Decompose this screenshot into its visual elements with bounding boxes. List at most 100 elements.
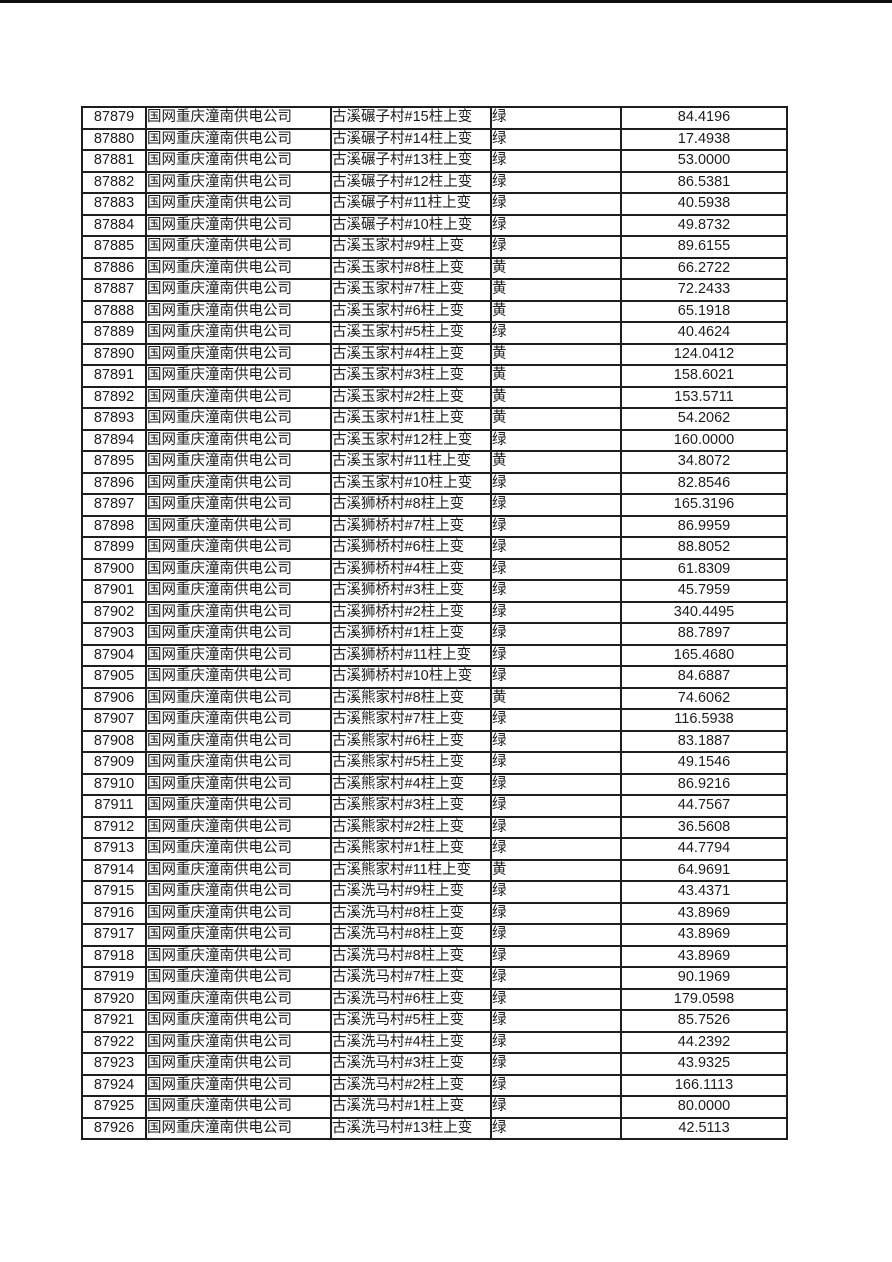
cell-company: 国网重庆潼南供电公司 — [145, 278, 332, 302]
data-table: 87879 国网重庆潼南供电公司 古溪碾子村#15柱上变 绿 84.4196 8… — [81, 106, 788, 1140]
cell-company: 国网重庆潼南供电公司 — [145, 858, 332, 882]
cell-record-id: 87915 — [81, 880, 147, 904]
cell-record-id: 87922 — [81, 1030, 147, 1054]
cell-status: 绿 — [490, 901, 622, 925]
table-row: 87899 国网重庆潼南供电公司 古溪狮桥村#6柱上变 绿 88.8052 — [81, 536, 788, 560]
cell-status: 黄 — [490, 385, 622, 409]
table-body: 87879 国网重庆潼南供电公司 古溪碾子村#15柱上变 绿 84.4196 8… — [81, 106, 788, 1140]
cell-device-name: 古溪玉家村#12柱上变 — [330, 428, 492, 452]
cell-value: 88.8052 — [620, 536, 788, 560]
cell-record-id: 87890 — [81, 342, 147, 366]
cell-record-id: 87880 — [81, 127, 147, 151]
cell-device-name: 古溪狮桥村#1柱上变 — [330, 622, 492, 646]
table-row: 87885 国网重庆潼南供电公司 古溪玉家村#9柱上变 绿 89.6155 — [81, 235, 788, 259]
cell-device-name: 古溪碾子村#14柱上变 — [330, 127, 492, 151]
cell-value: 43.8969 — [620, 944, 788, 968]
table-row: 87896 国网重庆潼南供电公司 古溪玉家村#10柱上变 绿 82.8546 — [81, 471, 788, 495]
cell-value: 49.8732 — [620, 213, 788, 237]
cell-record-id: 87884 — [81, 213, 147, 237]
cell-value: 158.6021 — [620, 364, 788, 388]
cell-device-name: 古溪玉家村#11柱上变 — [330, 450, 492, 474]
cell-status: 绿 — [490, 536, 622, 560]
table-row: 87891 国网重庆潼南供电公司 古溪玉家村#3柱上变 黄 158.6021 — [81, 364, 788, 388]
cell-status: 绿 — [490, 471, 622, 495]
table-row: 87894 国网重庆潼南供电公司 古溪玉家村#12柱上变 绿 160.0000 — [81, 428, 788, 452]
table-row: 87888 国网重庆潼南供电公司 古溪玉家村#6柱上变 黄 65.1918 — [81, 299, 788, 323]
cell-device-name: 古溪狮桥村#8柱上变 — [330, 493, 492, 517]
cell-device-name: 古溪玉家村#2柱上变 — [330, 385, 492, 409]
top-border-line — [0, 0, 892, 3]
cell-device-name: 古溪狮桥村#4柱上变 — [330, 557, 492, 581]
cell-value: 165.3196 — [620, 493, 788, 517]
cell-device-name: 古溪玉家村#3柱上变 — [330, 364, 492, 388]
table-row: 87889 国网重庆潼南供电公司 古溪玉家村#5柱上变 绿 40.4624 — [81, 321, 788, 345]
cell-device-name: 古溪洗马村#4柱上变 — [330, 1030, 492, 1054]
cell-record-id: 87904 — [81, 643, 147, 667]
cell-record-id: 87883 — [81, 192, 147, 216]
cell-company: 国网重庆潼南供电公司 — [145, 450, 332, 474]
table-row: 87884 国网重庆潼南供电公司 古溪碾子村#10柱上变 绿 49.8732 — [81, 213, 788, 237]
cell-device-name: 古溪洗马村#1柱上变 — [330, 1095, 492, 1119]
cell-status: 绿 — [490, 235, 622, 259]
cell-value: 44.7567 — [620, 794, 788, 818]
cell-status: 绿 — [490, 170, 622, 194]
cell-value: 61.8309 — [620, 557, 788, 581]
cell-status: 绿 — [490, 321, 622, 345]
cell-device-name: 古溪狮桥村#11柱上变 — [330, 643, 492, 667]
cell-record-id: 87894 — [81, 428, 147, 452]
cell-company: 国网重庆潼南供电公司 — [145, 235, 332, 259]
cell-status: 绿 — [490, 643, 622, 667]
table-row: 87910 国网重庆潼南供电公司 古溪熊家村#4柱上变 绿 86.9216 — [81, 772, 788, 796]
cell-record-id: 87905 — [81, 665, 147, 689]
cell-device-name: 古溪熊家村#6柱上变 — [330, 729, 492, 753]
cell-record-id: 87901 — [81, 579, 147, 603]
cell-status: 黄 — [490, 364, 622, 388]
cell-device-name: 古溪碾子村#11柱上变 — [330, 192, 492, 216]
cell-status: 黄 — [490, 256, 622, 280]
cell-device-name: 古溪狮桥村#6柱上变 — [330, 536, 492, 560]
cell-record-id: 87907 — [81, 708, 147, 732]
cell-company: 国网重庆潼南供电公司 — [145, 149, 332, 173]
table-row: 87907 国网重庆潼南供电公司 古溪熊家村#7柱上变 绿 116.5938 — [81, 708, 788, 732]
cell-record-id: 87908 — [81, 729, 147, 753]
cell-device-name: 古溪熊家村#7柱上变 — [330, 708, 492, 732]
cell-company: 国网重庆潼南供电公司 — [145, 944, 332, 968]
cell-company: 国网重庆潼南供电公司 — [145, 256, 332, 280]
cell-status: 绿 — [490, 127, 622, 151]
cell-device-name: 古溪洗马村#5柱上变 — [330, 1009, 492, 1033]
table-row: 87892 国网重庆潼南供电公司 古溪玉家村#2柱上变 黄 153.5711 — [81, 385, 788, 409]
cell-company: 国网重庆潼南供电公司 — [145, 1095, 332, 1119]
cell-status: 绿 — [490, 729, 622, 753]
cell-status: 绿 — [490, 708, 622, 732]
cell-device-name: 古溪熊家村#3柱上变 — [330, 794, 492, 818]
cell-status: 黄 — [490, 858, 622, 882]
cell-status: 黄 — [490, 278, 622, 302]
cell-device-name: 古溪玉家村#8柱上变 — [330, 256, 492, 280]
cell-value: 44.2392 — [620, 1030, 788, 1054]
cell-record-id: 87881 — [81, 149, 147, 173]
cell-value: 89.6155 — [620, 235, 788, 259]
cell-record-id: 87902 — [81, 600, 147, 624]
cell-company: 国网重庆潼南供电公司 — [145, 923, 332, 947]
cell-status: 绿 — [490, 665, 622, 689]
cell-status: 黄 — [490, 450, 622, 474]
cell-record-id: 87916 — [81, 901, 147, 925]
cell-device-name: 古溪熊家村#2柱上变 — [330, 815, 492, 839]
cell-device-name: 古溪玉家村#10柱上变 — [330, 471, 492, 495]
cell-value: 340.4495 — [620, 600, 788, 624]
cell-record-id: 87892 — [81, 385, 147, 409]
cell-record-id: 87924 — [81, 1073, 147, 1097]
table-row: 87904 国网重庆潼南供电公司 古溪狮桥村#11柱上变 绿 165.4680 — [81, 643, 788, 667]
cell-company: 国网重庆潼南供电公司 — [145, 428, 332, 452]
table-row: 87912 国网重庆潼南供电公司 古溪熊家村#2柱上变 绿 36.5608 — [81, 815, 788, 839]
cell-company: 国网重庆潼南供电公司 — [145, 364, 332, 388]
table-row: 87897 国网重庆潼南供电公司 古溪狮桥村#8柱上变 绿 165.3196 — [81, 493, 788, 517]
cell-value: 34.8072 — [620, 450, 788, 474]
cell-status: 绿 — [490, 514, 622, 538]
table-row: 87918 国网重庆潼南供电公司 古溪洗马村#8柱上变 绿 43.8969 — [81, 944, 788, 968]
cell-value: 86.5381 — [620, 170, 788, 194]
table-row: 87898 国网重庆潼南供电公司 古溪狮桥村#7柱上变 绿 86.9959 — [81, 514, 788, 538]
cell-company: 国网重庆潼南供电公司 — [145, 192, 332, 216]
cell-status: 绿 — [490, 557, 622, 581]
table-row: 87900 国网重庆潼南供电公司 古溪狮桥村#4柱上变 绿 61.8309 — [81, 557, 788, 581]
